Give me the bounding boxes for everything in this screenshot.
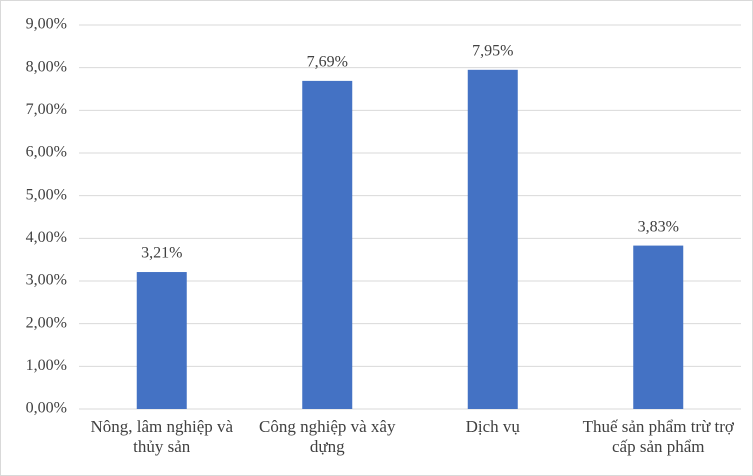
- y-tick-label: 7,00%: [26, 101, 67, 118]
- value-label: 7,95%: [472, 42, 513, 59]
- bar: [633, 245, 684, 409]
- bar: [136, 272, 187, 409]
- y-tick-label: 1,00%: [26, 357, 67, 374]
- x-tick-label: Thuế sản phẩm trừ trợ cấp sản phẩm: [582, 417, 734, 456]
- value-label: 3,83%: [638, 218, 679, 235]
- bar: [467, 69, 518, 410]
- value-label: 3,21%: [141, 245, 182, 262]
- y-tick-label: 6,00%: [26, 144, 67, 161]
- x-tick-label: Công nghiệp và xây dựng: [259, 417, 396, 456]
- x-tick-label: Dịch vụ: [465, 417, 520, 436]
- y-tick-label: 9,00%: [26, 16, 67, 33]
- y-tick-label: 4,00%: [26, 229, 67, 246]
- y-tick-label: 3,00%: [26, 272, 67, 289]
- y-tick-label: 0,00%: [26, 400, 67, 417]
- x-tick-label: Nông, lâm nghiệp và thủy sản: [90, 417, 234, 456]
- bar: [302, 80, 353, 409]
- y-tick-label: 5,00%: [26, 186, 67, 203]
- y-tick-label: 2,00%: [26, 314, 67, 331]
- y-tick-label: 8,00%: [26, 58, 67, 75]
- value-label: 7,69%: [307, 54, 348, 71]
